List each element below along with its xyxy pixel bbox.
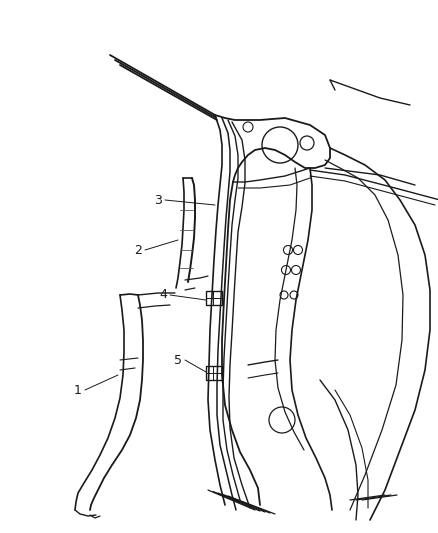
Text: 5: 5: [174, 353, 182, 367]
Text: 3: 3: [154, 193, 162, 206]
Text: 2: 2: [134, 244, 142, 256]
Text: 1: 1: [74, 384, 82, 397]
Text: 4: 4: [159, 288, 167, 302]
